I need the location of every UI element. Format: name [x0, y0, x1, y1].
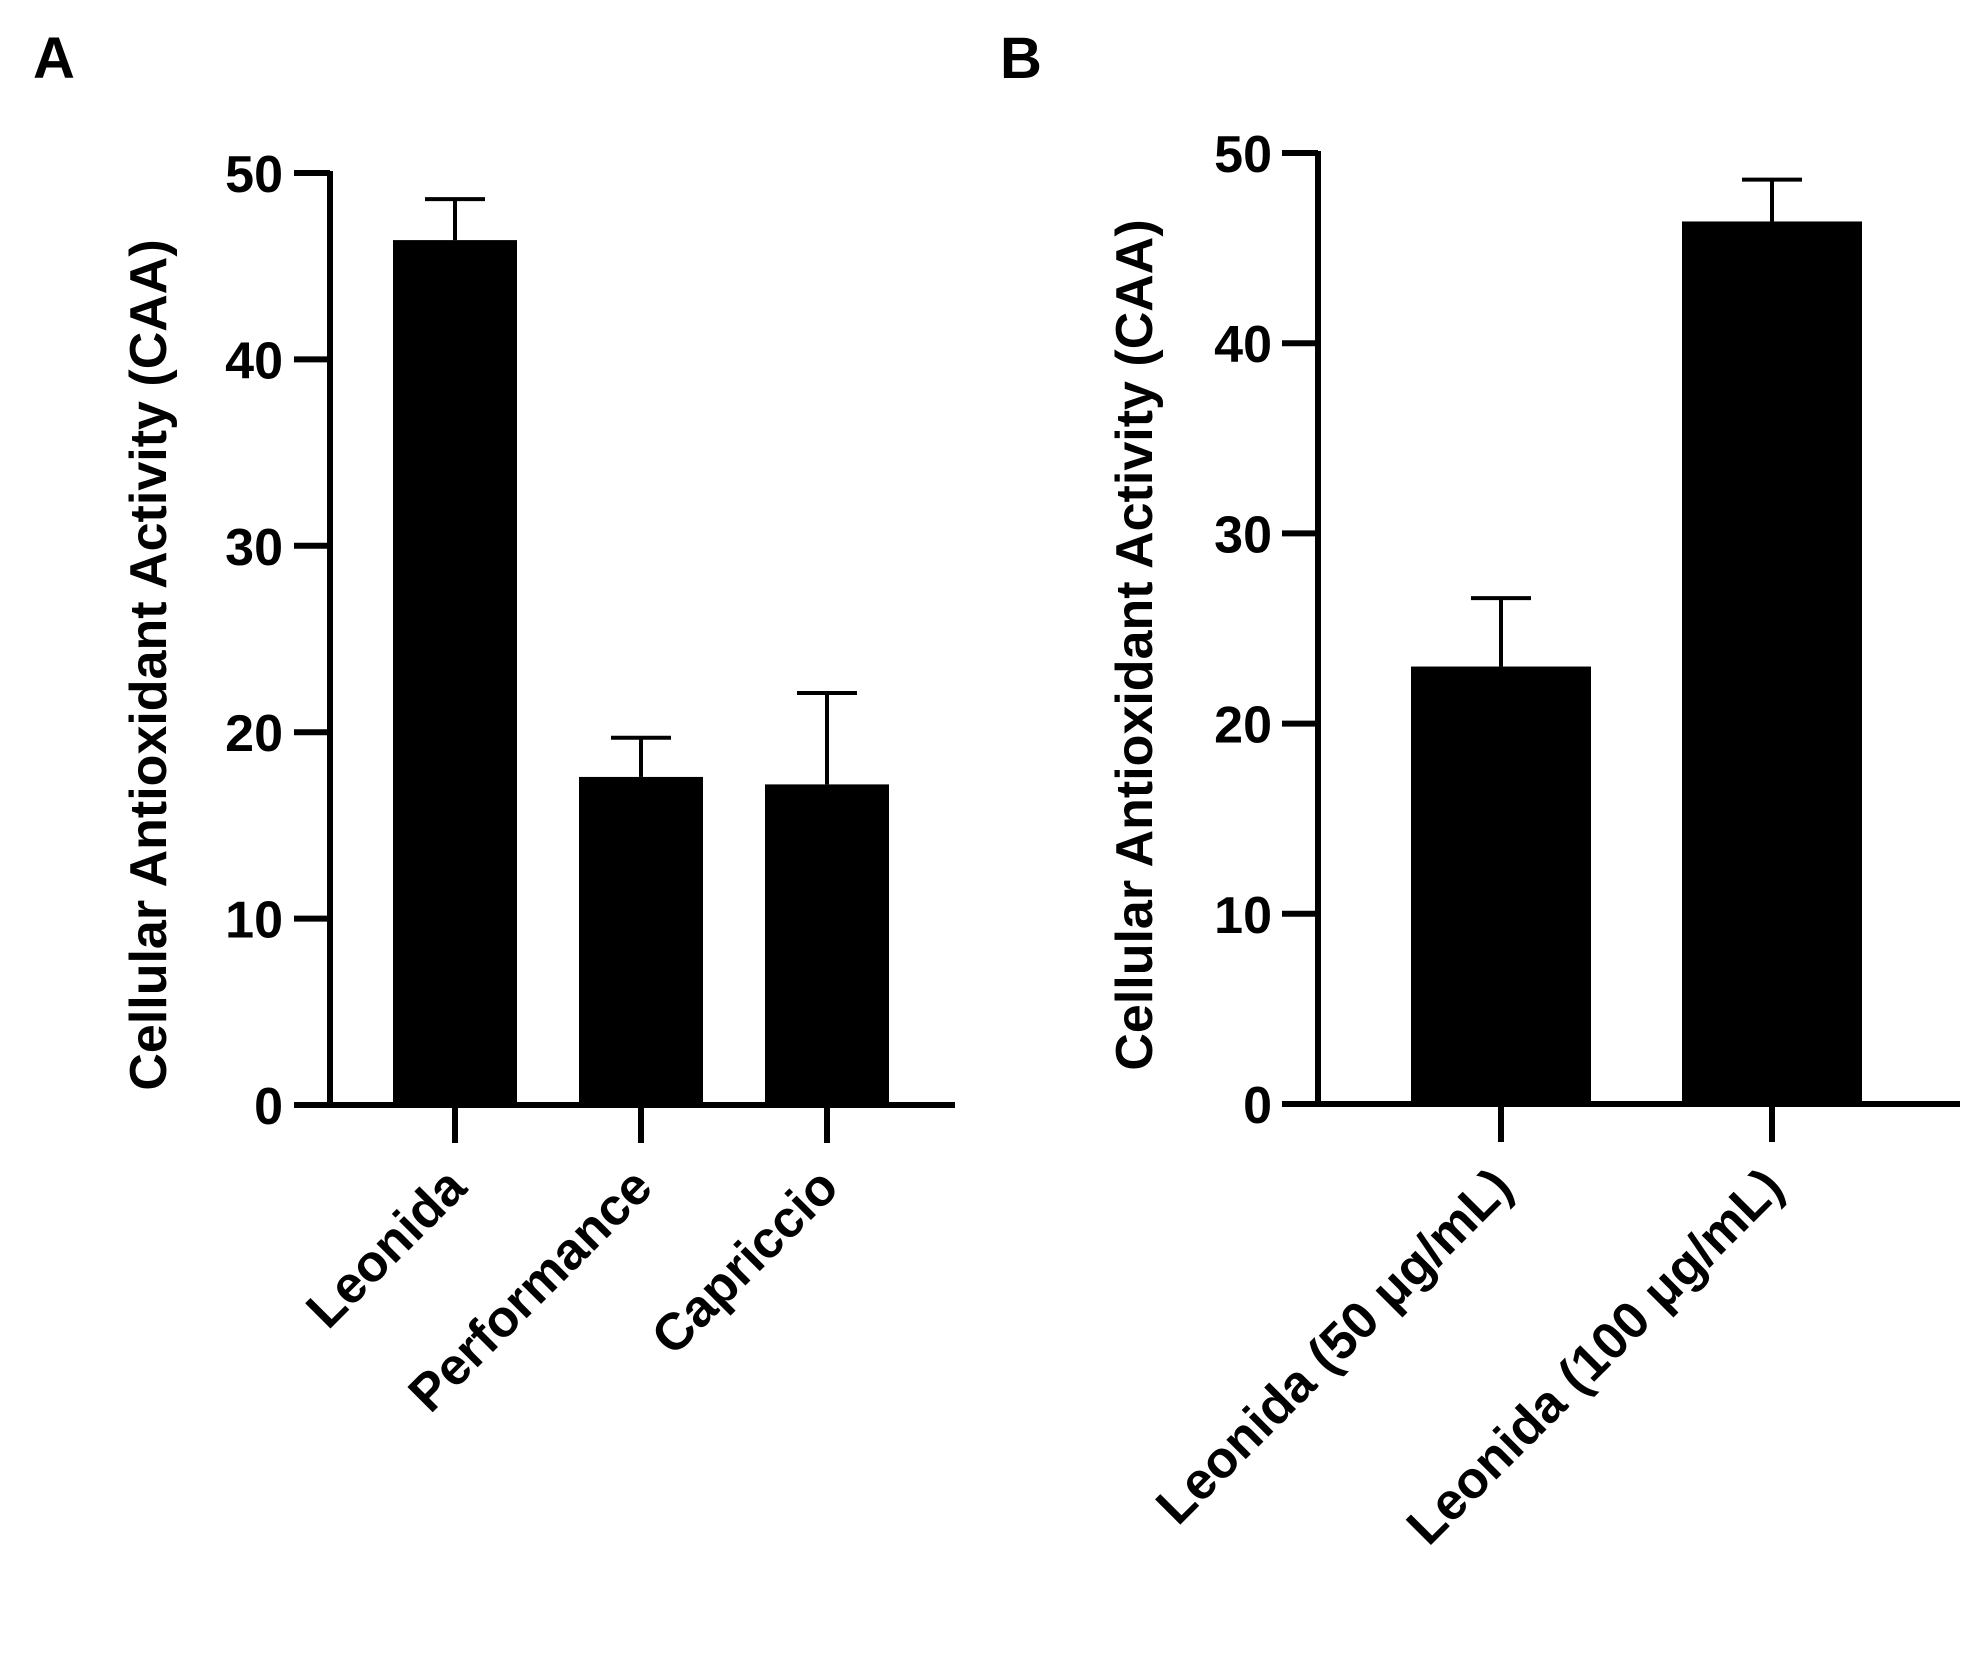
panel-a-y-tick-label: 40 — [225, 332, 283, 390]
panel-a-chart: A Cellular Antioxidant Activity (CAA) 0 1… — [33, 26, 955, 1423]
panel-a-category-label: Leonida — [296, 1157, 479, 1340]
panel-a-y-tick-label: 50 — [225, 146, 283, 204]
panel-a-y-tick-label: 0 — [254, 1078, 283, 1136]
panel-b-y-tick-label: 10 — [1214, 887, 1272, 945]
panel-a-y-tick-label: 20 — [225, 705, 283, 763]
panel-a-y-tick-label: 10 — [225, 892, 283, 950]
panel-b-bar — [1682, 221, 1862, 1105]
panel-a-y-axis-label: Cellular Antioxidant Activity (CAA) — [120, 239, 178, 1090]
panel-b-y-tick-label: 30 — [1214, 506, 1272, 564]
panel-b-bar — [1411, 666, 1591, 1104]
panel-b-chart: B Cellular Antioxidant Activity (CAA) 0 1… — [1000, 26, 1960, 1556]
panel-a-bar — [579, 776, 703, 1105]
panel-b-y-tick-label: 50 — [1214, 126, 1272, 184]
panel-a-bar — [765, 784, 889, 1105]
panel-a-bar — [393, 240, 517, 1105]
panel-b-letter: B — [1000, 26, 1042, 91]
panel-b-y-tick-label: 40 — [1214, 316, 1272, 374]
panel-a-letter: A — [33, 26, 75, 91]
panel-a-y-tick-label: 30 — [225, 519, 283, 577]
panel-b-y-tick-label: 0 — [1243, 1077, 1272, 1135]
panel-b-y-axis-label: Cellular Antioxidant Activity (CAA) — [1106, 219, 1164, 1070]
panel-a-category-label: Capriccio — [641, 1157, 850, 1366]
panel-b-y-tick-label: 20 — [1214, 697, 1272, 755]
